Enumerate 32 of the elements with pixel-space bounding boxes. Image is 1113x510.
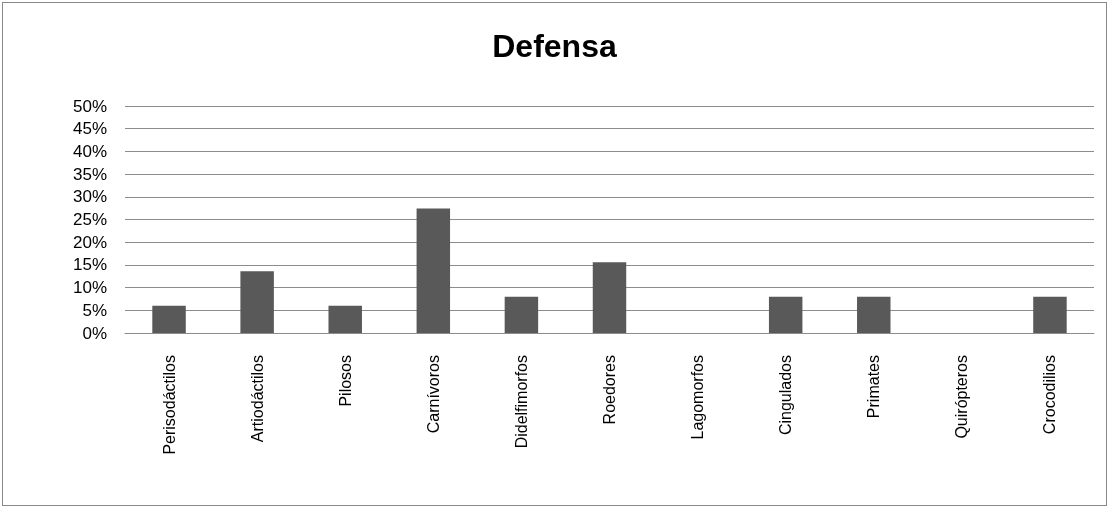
x-tick-label: Didelfimorfos — [512, 355, 530, 449]
x-tick-label: Pilosos — [336, 355, 354, 407]
bar — [152, 305, 186, 333]
x-tick-label: Primates — [865, 355, 883, 419]
bar — [328, 305, 362, 333]
y-tick-label: 25% — [72, 210, 107, 229]
y-tick-label: 20% — [72, 232, 107, 252]
x-tick-label: Artiodáctilos — [248, 355, 266, 443]
y-tick-label: 5% — [82, 300, 107, 320]
x-tick-label: Quirópteros — [953, 355, 971, 439]
bar — [768, 296, 803, 333]
x-tick-label: Carnívoros — [424, 355, 442, 434]
y-tick-label: 45% — [72, 119, 107, 139]
y-tick-label: 30% — [72, 187, 107, 207]
bar — [240, 271, 274, 333]
y-tick-label: 0% — [82, 323, 107, 343]
x-tick-label: Crocodilios — [1041, 355, 1059, 435]
bar — [857, 296, 891, 333]
bar — [1033, 296, 1067, 333]
bar — [416, 208, 451, 333]
x-tick-label: Perisodáctilos — [160, 355, 178, 455]
y-tick-label: 35% — [72, 164, 107, 184]
y-tick-label: 15% — [72, 255, 107, 275]
x-tick-label: Roedores — [601, 355, 618, 425]
bar — [504, 296, 539, 333]
y-tick-label: 40% — [72, 141, 107, 161]
x-tick-label: Lagomorfos — [689, 355, 707, 440]
bar — [592, 262, 627, 333]
y-tick-label: 10% — [72, 278, 107, 298]
y-tick-label: 50% — [72, 96, 107, 116]
x-tick-label: Cingulados — [777, 355, 795, 436]
chart-title: Defensa — [492, 28, 617, 64]
